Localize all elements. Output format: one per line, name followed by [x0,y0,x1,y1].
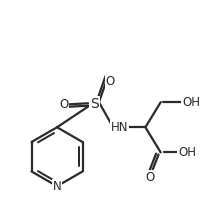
Text: O: O [59,98,68,111]
Text: OH: OH [182,96,200,109]
Text: O: O [106,75,115,88]
Text: HN: HN [110,121,128,134]
Text: S: S [90,97,99,111]
Text: OH: OH [178,146,196,159]
Text: O: O [145,171,154,184]
Text: N: N [53,180,61,193]
